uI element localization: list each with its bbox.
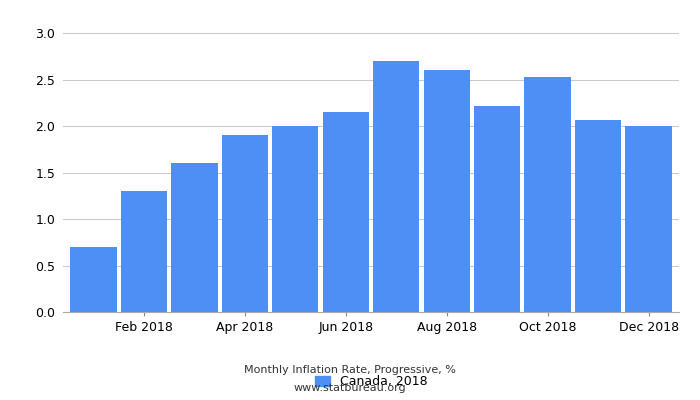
Bar [626,126,672,312]
Bar [474,106,521,312]
Legend: Canada, 2018: Canada, 2018 [309,370,433,393]
Bar [272,126,318,312]
Text: www.statbureau.org: www.statbureau.org [294,383,406,393]
Bar [70,247,116,312]
Bar [323,112,369,312]
Bar [424,70,470,312]
Bar [120,191,167,312]
Text: Monthly Inflation Rate, Progressive, %: Monthly Inflation Rate, Progressive, % [244,365,456,375]
Bar [575,120,622,312]
Bar [171,163,218,312]
Bar [221,136,268,312]
Bar [373,61,419,312]
Bar [524,77,571,312]
